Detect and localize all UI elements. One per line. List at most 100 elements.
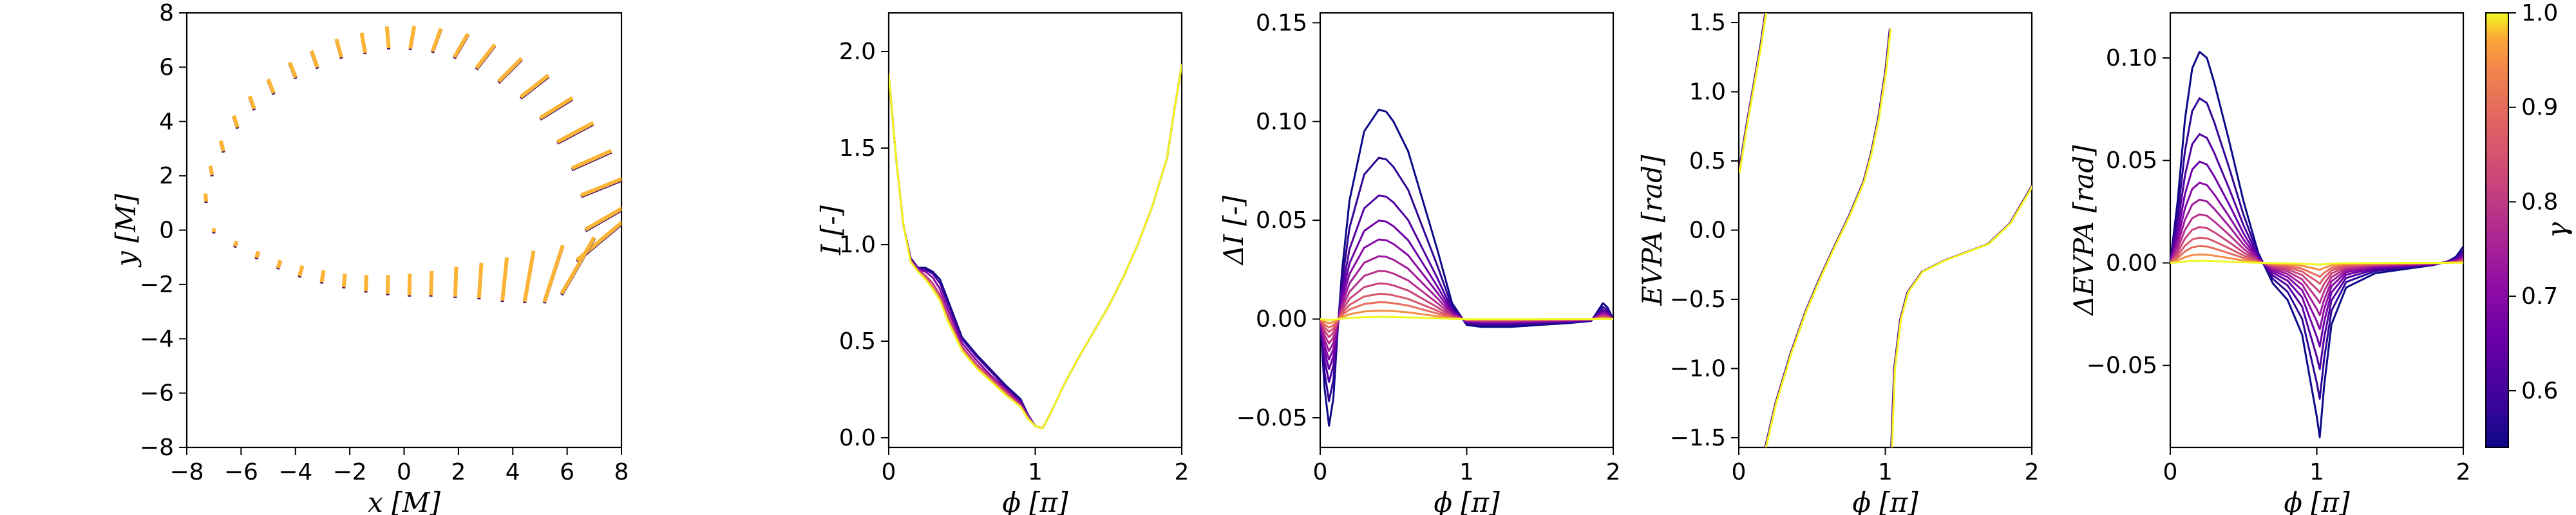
trajectory-xtick-label: −4 bbox=[278, 459, 312, 485]
trajectory-ytick-label: −4 bbox=[140, 326, 174, 352]
intensity-ylabel: I [-] bbox=[815, 205, 847, 256]
polarization-segment bbox=[500, 257, 509, 301]
evpa-branch-line bbox=[1890, 185, 2032, 447]
polarization-segment bbox=[584, 206, 621, 232]
evpa-branch-line bbox=[1764, 28, 1891, 447]
intensity-xtick-label: 0 bbox=[882, 459, 896, 485]
polarization-segment bbox=[430, 28, 443, 53]
evpa-branch-line bbox=[1891, 185, 2032, 447]
trajectory-xtick-label: 0 bbox=[397, 459, 412, 485]
polarization-segment bbox=[580, 176, 621, 198]
evpa-branch-line bbox=[1890, 185, 2032, 447]
evpa-ytick-label: −1.5 bbox=[1670, 425, 1726, 451]
polarization-segment bbox=[556, 121, 594, 144]
evpa-xlabel: ϕ [π] bbox=[1852, 487, 1918, 515]
polarization-segment bbox=[560, 236, 596, 295]
evpa-plot-area bbox=[1739, 13, 2032, 447]
polarization-segment bbox=[519, 73, 550, 99]
delta-intensity-series-line bbox=[1320, 282, 1613, 339]
delta-evpa-xlabel: ϕ [π] bbox=[2284, 487, 2350, 515]
evpa-branch-line bbox=[1765, 28, 1891, 447]
delta-intensity-ytick-label: 0.10 bbox=[1256, 109, 1307, 135]
colorbar-tick-label: 1.0 bbox=[2521, 0, 2558, 26]
polarization-segment bbox=[475, 43, 497, 70]
trajectory-axes: −8 −6 −4 −2 0 2 4 6 8 −8 −6 −4 −2 0 2 4 6 8 x [M] y [M] bbox=[110, 0, 629, 515]
evpa-ytick-label: 1.0 bbox=[1689, 79, 1726, 106]
delta-intensity-series-line bbox=[1320, 315, 1613, 321]
intensity-frame bbox=[887, 12, 1183, 449]
polarization-segment bbox=[298, 265, 305, 277]
intensity-ytick-label: 0.5 bbox=[839, 328, 876, 355]
trajectory-xlabel: x [M] bbox=[368, 487, 440, 515]
trajectory-xtick-label: 2 bbox=[451, 459, 466, 485]
delta-intensity-ytick-label: 0.15 bbox=[1256, 10, 1307, 36]
polarization-segment bbox=[288, 61, 298, 79]
trajectory-ytick-label: −8 bbox=[140, 435, 174, 461]
delta-intensity-frame bbox=[1319, 12, 1615, 449]
delta-evpa-ytick-label: 0.10 bbox=[2106, 45, 2157, 71]
evpa-ytick-label: 0.0 bbox=[1689, 218, 1726, 244]
colorbar-tick-label: 0.7 bbox=[2521, 283, 2558, 310]
evpa-xtick-label: 0 bbox=[1732, 459, 1747, 485]
trajectory-ytick-label: 0 bbox=[159, 218, 174, 244]
intensity-axes: 0 1 2 0.0 0.5 1.0 1.5 2.0 ϕ [π] I [-] bbox=[815, 12, 1189, 515]
evpa-ytick-label: 0.5 bbox=[1689, 148, 1726, 174]
colorbar-tick-label: 0.9 bbox=[2521, 95, 2558, 121]
delta-intensity-xtick-label: 0 bbox=[1313, 459, 1328, 485]
polarization-segment bbox=[266, 79, 276, 94]
delta-evpa-series-line bbox=[2170, 259, 2463, 266]
polarization-segment bbox=[497, 57, 524, 83]
delta-evpa-xtick-label: 1 bbox=[2309, 459, 2324, 485]
delta-evpa-series-line bbox=[2170, 133, 2463, 370]
delta-intensity-series-line bbox=[1320, 108, 1613, 427]
trajectory-ytick-label: −6 bbox=[140, 380, 174, 407]
polarization-segment bbox=[539, 96, 574, 120]
delta-intensity-series-line bbox=[1320, 220, 1613, 370]
delta-evpa-axes: 0 1 2 −0.05 0.00 0.05 0.10 ϕ [π] ΔEVPA [rad] bbox=[2068, 12, 2470, 515]
delta-intensity-series-line bbox=[1320, 293, 1613, 333]
delta-evpa-xtick-label: 0 bbox=[2163, 459, 2178, 485]
delta-intensity-series-line bbox=[1320, 270, 1613, 345]
delta-evpa-ylabel: ΔEVPA [rad] bbox=[2068, 145, 2099, 317]
polarization-segment bbox=[203, 193, 209, 202]
delta-intensity-xtick-label: 2 bbox=[1606, 459, 1621, 485]
intensity-xtick-label: 2 bbox=[1175, 459, 1189, 485]
polarization-segment bbox=[276, 259, 283, 269]
evpa-xtick-label: 2 bbox=[2025, 459, 2040, 485]
evpa-ytick-label: −0.5 bbox=[1670, 286, 1726, 313]
evpa-ytick-label: −1.0 bbox=[1670, 355, 1726, 382]
delta-intensity-series-line bbox=[1320, 238, 1613, 360]
delta-intensity-ytick-label: −0.05 bbox=[1236, 405, 1307, 431]
polarization-segment bbox=[522, 250, 536, 303]
intensity-xlabel: ϕ [π] bbox=[1002, 487, 1068, 515]
evpa-axes: 0 1 2 −1.5 −1.0 −0.5 0.0 0.5 1.0 1.5 ϕ [π] EVPA [ra… bbox=[1636, 10, 2039, 515]
polarization-segment bbox=[254, 250, 261, 259]
delta-intensity-ytick-label: 0.00 bbox=[1256, 306, 1307, 333]
trajectory-ytick-label: 8 bbox=[159, 0, 174, 26]
trajectory-ylabel: y [M] bbox=[110, 193, 142, 267]
intensity-xtick-label: 1 bbox=[1028, 459, 1043, 485]
trajectory-ytick-label: 2 bbox=[159, 163, 174, 189]
trajectory-frame bbox=[185, 12, 623, 449]
intensity-ytick-label: 0.0 bbox=[839, 425, 876, 451]
delta-intensity-series-line bbox=[1320, 194, 1613, 383]
delta-evpa-series-line bbox=[2170, 97, 2463, 400]
polarization-segment bbox=[218, 140, 225, 152]
delta-evpa-series-line bbox=[2170, 51, 2463, 438]
delta-intensity-series-line bbox=[1320, 156, 1613, 402]
trajectory-plot-area bbox=[203, 25, 621, 304]
delta-evpa-plot-area bbox=[2170, 51, 2463, 438]
trajectory-xtick-label: 6 bbox=[560, 459, 574, 485]
polarization-segment bbox=[208, 165, 214, 176]
polarization-segment bbox=[232, 115, 240, 128]
delta-evpa-ytick-label: 0.05 bbox=[2106, 147, 2157, 174]
polarization-segment bbox=[334, 38, 343, 58]
polarization-segment bbox=[571, 149, 612, 171]
delta-intensity-plot-area bbox=[1320, 108, 1613, 427]
polarization-segment bbox=[341, 273, 347, 288]
polarization-segment bbox=[359, 32, 367, 53]
intensity-plot-area bbox=[889, 64, 1182, 429]
polarization-segment bbox=[477, 262, 484, 299]
intensity-ytick-label: 2.0 bbox=[839, 39, 876, 65]
